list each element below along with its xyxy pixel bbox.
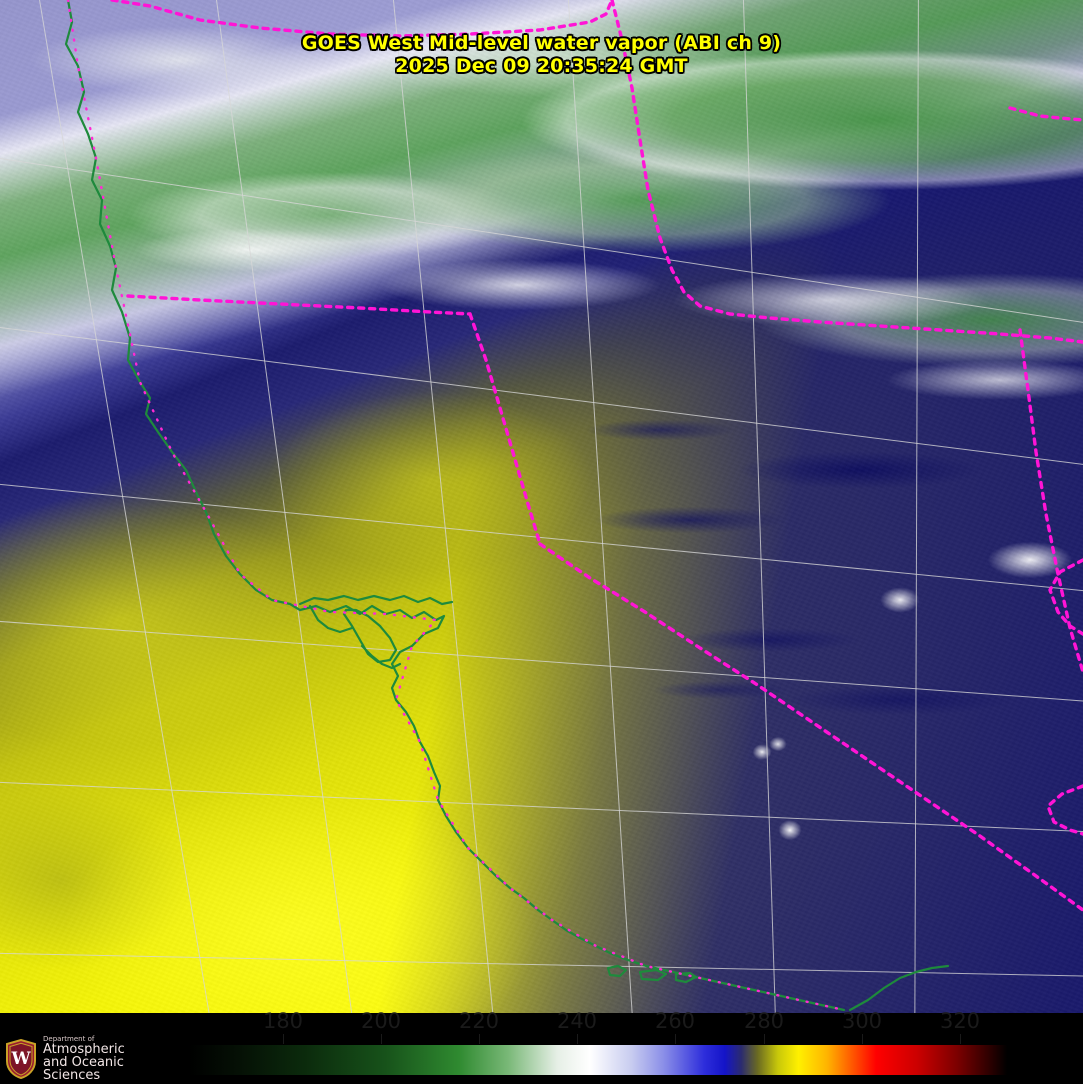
- colorbar-tick-label: 260: [654, 1009, 696, 1033]
- colorbar-gradient-bar: [188, 1044, 1008, 1076]
- border-california-nevada: [468, 312, 542, 546]
- colorbar-tick-label: 220: [458, 1009, 500, 1033]
- colorbar-tick-mark: [862, 1034, 863, 1044]
- logo-atmospheric-line: Atmospheric: [43, 1041, 125, 1057]
- border-arizona-mexico: [1048, 558, 1083, 636]
- colorbar-tick-label: 180: [262, 1009, 304, 1033]
- colorbar-tick-labels: 180 200 220 240 260 280 300 320: [0, 1008, 1083, 1034]
- colorbar-tick-mark: [960, 1034, 961, 1044]
- colorbar-tick-mark: [381, 1034, 382, 1044]
- border-california-arizona: [538, 542, 1083, 912]
- colorbar: 180 200 220 240 260 280 300 320: [0, 1000, 1083, 1084]
- border-nevada-utah: [1018, 328, 1083, 674]
- coastline-bay-inlet: [342, 608, 398, 664]
- coastline-channel-islands-1: [606, 964, 628, 978]
- coastline-bay-north: [308, 604, 354, 634]
- coastline-path: [64, 0, 846, 1012]
- uw-aos-logo: W Department of Atmospheric and Oceanic …: [0, 1034, 158, 1084]
- border-canada-us: [110, 0, 614, 38]
- colorbar-tick-mark: [675, 1034, 676, 1044]
- coastline-channel-islands-3: [674, 971, 698, 984]
- coastline-marker-dots: [66, 0, 846, 1012]
- map-vector-overlay: [64, 0, 1083, 1012]
- coastline-channel-islands-2: [638, 968, 668, 982]
- uw-crest-icon: W: [4, 1038, 38, 1080]
- colorbar-tick-label: 300: [841, 1009, 883, 1033]
- colorbar-tick-mark: [283, 1034, 284, 1044]
- colorbar-tick-label: 280: [743, 1009, 785, 1033]
- colorbar-tick-label: 200: [360, 1009, 402, 1033]
- logo-oceanic-line: and Oceanic Sciences: [43, 1054, 124, 1084]
- border-us-mexico: [1046, 784, 1083, 836]
- border-oregon-california: [126, 294, 472, 316]
- satellite-image-panel: GOES West Mid-level water vapor (ABI ch …: [0, 0, 1083, 1013]
- colorbar-tick-mark: [577, 1034, 578, 1044]
- colorbar-tick-mark: [479, 1034, 480, 1044]
- border-idaho-montana: [610, 0, 1083, 344]
- colorbar-tick-label: 320: [939, 1009, 981, 1033]
- coastline-bay-detail: [298, 594, 454, 606]
- coastline-peninsula: [360, 644, 402, 670]
- colorbar-tick-mark: [764, 1034, 765, 1044]
- colorbar-tick-label: 240: [556, 1009, 598, 1033]
- border-canada-us-east: [1008, 106, 1083, 122]
- coastline-baja-gulf: [848, 964, 950, 1012]
- logo-department-line: Department of: [43, 1034, 95, 1043]
- logo-text: Department of Atmospheric and Oceanic Sc…: [43, 1034, 158, 1084]
- crest-letter-w: W: [11, 1049, 31, 1069]
